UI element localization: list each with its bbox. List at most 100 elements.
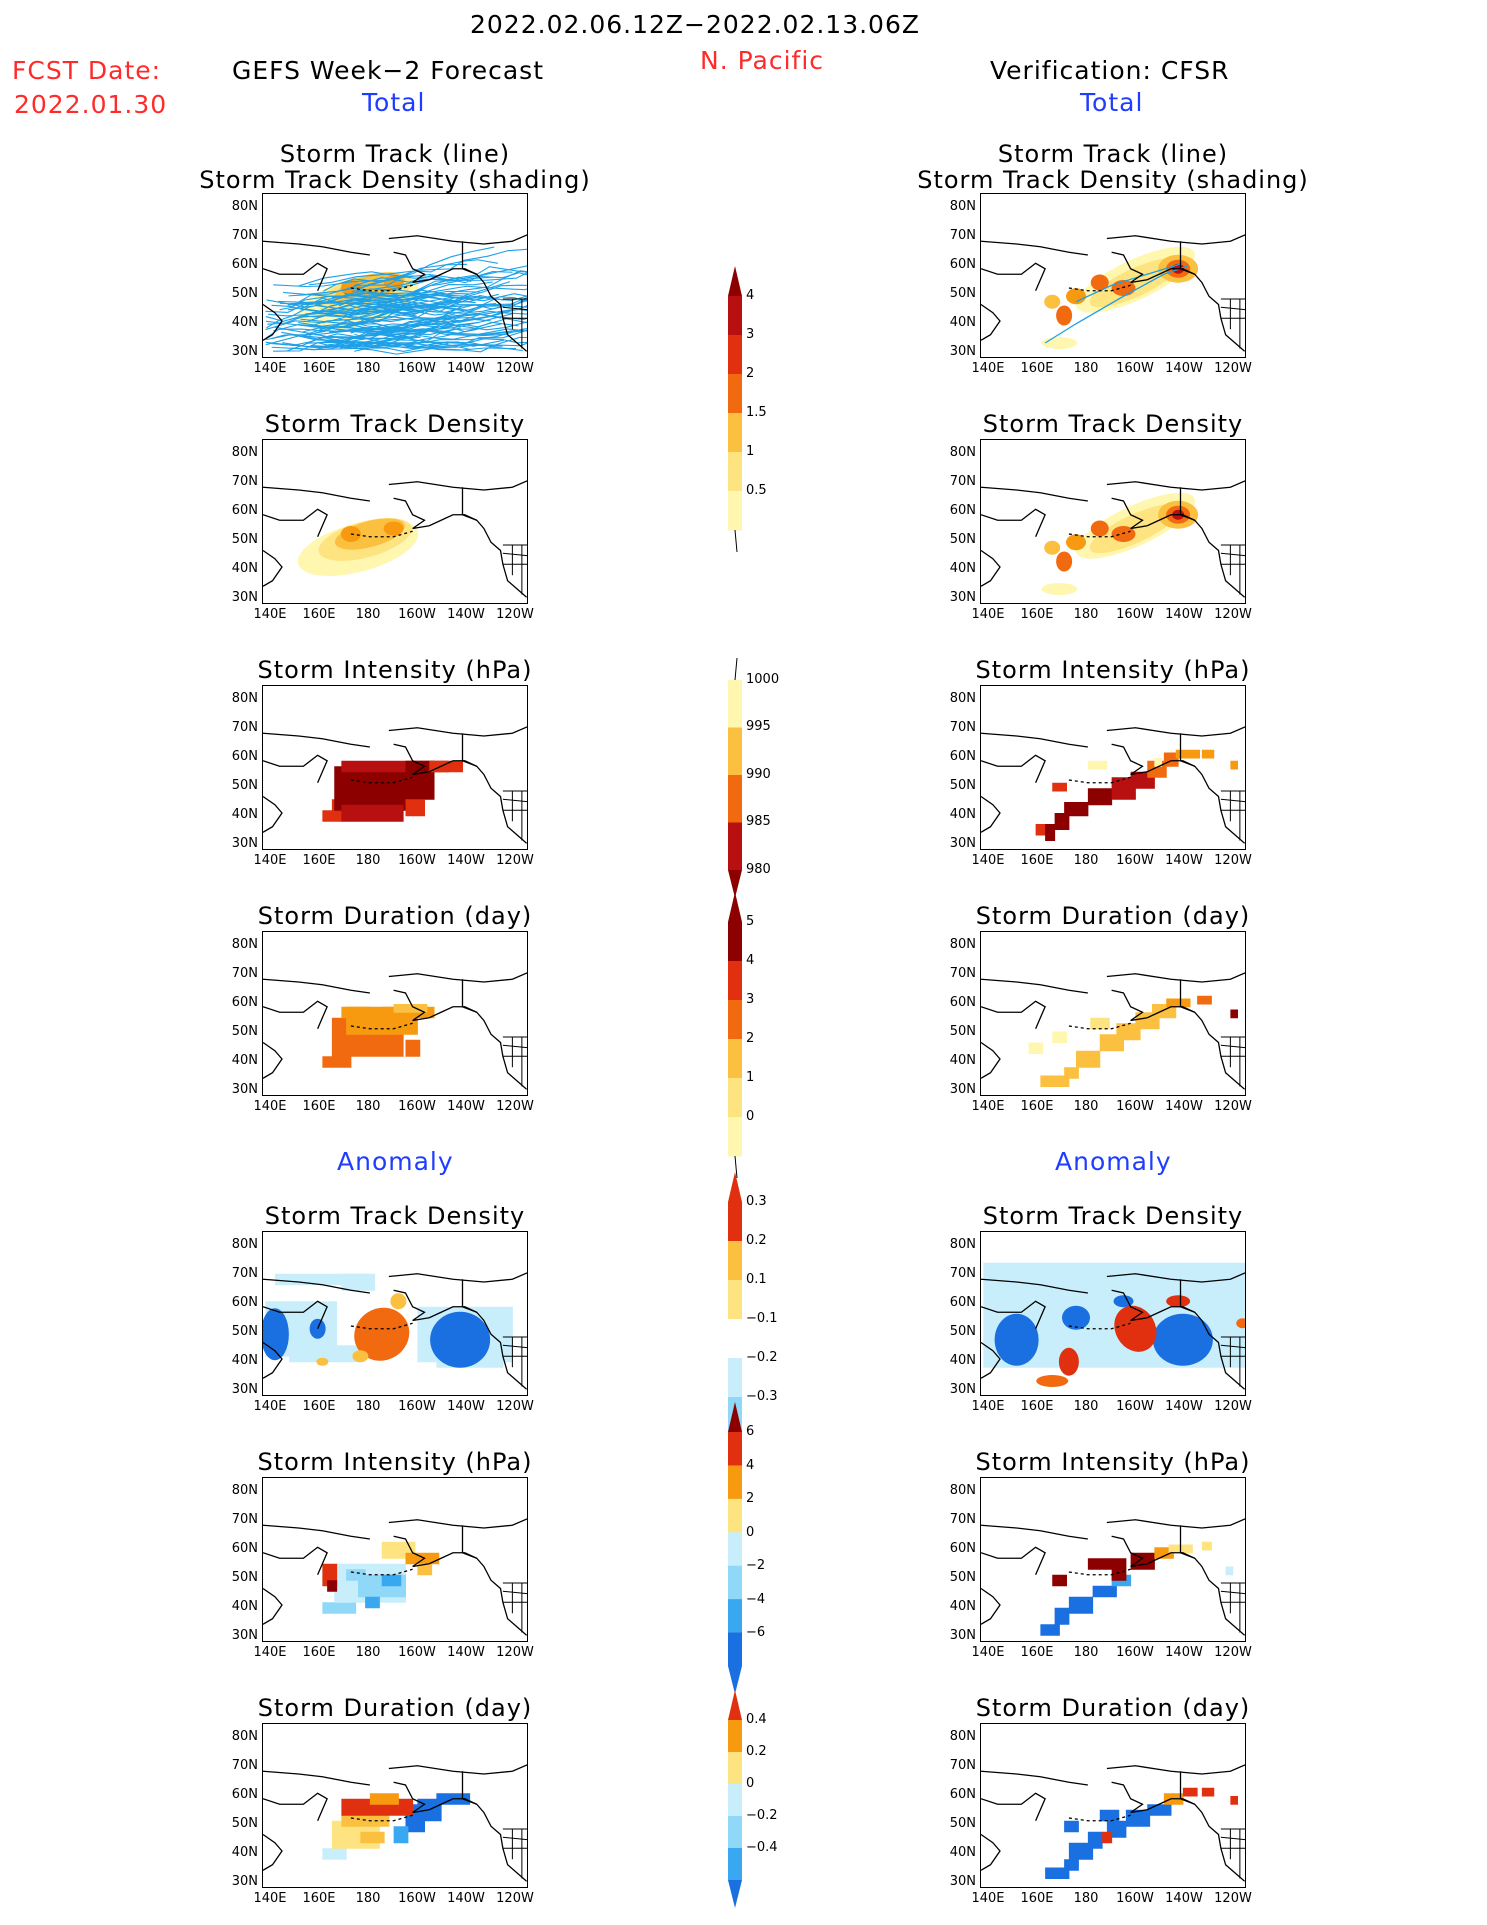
coastline	[263, 1518, 527, 1636]
lon-tick-label: 140W	[1165, 1891, 1203, 1906]
lat-tick-label: 30N	[949, 1628, 976, 1643]
lon-tick-label: 120W	[496, 853, 534, 868]
colorbar-label: 1.5	[746, 405, 767, 420]
right-column-title: Verification: CFSR	[990, 56, 1230, 85]
obs-track-title: Storm Track (line) Storm Track Density (s…	[853, 141, 1373, 193]
anom-obs-duration-title-line: Storm Duration (day)	[975, 1694, 1251, 1722]
anom-obs-density-title-line: Storm Track Density	[982, 1202, 1244, 1230]
lon-tick-label: 120W	[1214, 1099, 1252, 1114]
lon-tick-label: 160W	[1116, 361, 1154, 376]
lat-tick-label: 40N	[231, 1053, 258, 1068]
lon-tick-label: 140W	[1165, 1399, 1203, 1414]
lon-tick-label: 140E	[971, 1645, 1005, 1660]
lat-tick-label: 60N	[231, 1541, 258, 1556]
colorbar-label: 0.1	[746, 1272, 767, 1287]
anom-cool	[994, 1295, 1213, 1366]
lon-tick-label: 140W	[447, 1099, 485, 1114]
lat-tick-label: 40N	[949, 315, 976, 330]
left-anomaly-label: Anomaly	[337, 1147, 454, 1176]
fcst-intensity-title-line: Storm Intensity (hPa)	[257, 656, 533, 684]
colorbar-label: −0.3	[746, 1389, 778, 1404]
anom-obs-intensity-title: Storm Intensity (hPa)	[853, 1449, 1373, 1475]
lon-tick-label: 140W	[447, 361, 485, 376]
lon-tick-label: 160E	[1020, 1645, 1054, 1660]
lon-tick-label: 160E	[302, 1891, 336, 1906]
lat-tick-label: 50N	[949, 1324, 976, 1339]
lon-tick-label: 180	[1073, 1891, 1099, 1906]
anom-fcst-density-title-line: Storm Track Density	[264, 1202, 526, 1230]
lat-tick-label: 60N	[949, 1295, 976, 1310]
lat-tick-label: 30N	[949, 836, 976, 851]
lon-tick-label: 180	[1073, 607, 1099, 622]
lat-tick-label: 50N	[231, 778, 258, 793]
lat-tick-label: 50N	[231, 1024, 258, 1039]
lon-tick-label: 180	[355, 361, 381, 376]
coastline	[263, 972, 527, 1090]
lat-tick-label: 80N	[231, 937, 258, 952]
colorbar-intensity-total	[715, 650, 755, 904]
lat-tick-label: 30N	[231, 344, 258, 359]
lat-tick-label: 50N	[949, 778, 976, 793]
fcst-track-title-line: Storm Track (line)	[279, 140, 511, 168]
obs-intensity-map	[980, 685, 1246, 850]
lat-tick-label: 70N	[949, 228, 976, 243]
lon-tick-label: 180	[355, 1645, 381, 1660]
lat-tick-label: 30N	[231, 836, 258, 851]
coastline	[981, 972, 1245, 1090]
lon-tick-label: 120W	[496, 1891, 534, 1906]
lat-tick-label: 30N	[231, 1628, 258, 1643]
lon-tick-label: 180	[355, 853, 381, 868]
colorbar-label: −0.1	[746, 1311, 778, 1326]
lat-tick-label: 50N	[949, 1024, 976, 1039]
anom-warm	[1052, 1541, 1212, 1587]
lon-tick-label: 140W	[447, 1645, 485, 1660]
lat-tick-label: 50N	[231, 1570, 258, 1585]
lat-tick-label: 80N	[949, 691, 976, 706]
lon-tick-label: 160E	[302, 1645, 336, 1660]
anom-obs-duration-title: Storm Duration (day)	[853, 1695, 1373, 1721]
colorbar-density-anom	[715, 1172, 755, 1470]
lon-tick-label: 160W	[1116, 853, 1154, 868]
fcst-date-label: FCST Date:	[12, 56, 162, 85]
lon-tick-label: 180	[355, 607, 381, 622]
colorbar-label: 995	[746, 719, 771, 734]
storm-tracks	[1044, 262, 1188, 344]
anom-fcst-intensity-map	[262, 1477, 528, 1642]
fcst-density-title-line: Storm Track Density	[264, 410, 526, 438]
lon-tick-label: 140W	[1165, 607, 1203, 622]
lat-tick-label: 80N	[949, 1237, 976, 1252]
lat-tick-label: 80N	[949, 1483, 976, 1498]
obs-track-map	[980, 193, 1246, 358]
lat-tick-label: 80N	[231, 199, 258, 214]
lat-tick-label: 30N	[231, 590, 258, 605]
colorbar-label: −0.4	[746, 1840, 778, 1855]
right-anomaly-label: Anomaly	[1055, 1147, 1172, 1176]
colorbar-label: −2	[746, 1558, 766, 1574]
colorbar-label: −4	[746, 1591, 766, 1607]
anom-fcst-duration-title-line: Storm Duration (day)	[257, 1694, 533, 1722]
lat-tick-label: 40N	[949, 561, 976, 576]
period-title: 2022.02.06.12Z−2022.02.13.06Z	[470, 10, 920, 39]
lat-tick-label: 30N	[231, 1382, 258, 1397]
fcst-track-map	[262, 193, 528, 358]
lat-tick-label: 40N	[231, 1599, 258, 1614]
colorbar-label: 0.4	[746, 1712, 767, 1727]
colorbar-label: 1000	[746, 671, 780, 687]
lon-tick-label: 140E	[253, 1891, 287, 1906]
lon-tick-label: 120W	[496, 1399, 534, 1414]
lon-tick-label: 180	[1073, 361, 1099, 376]
anom-obs-duration-map	[980, 1723, 1246, 1888]
lon-tick-label: 160E	[302, 1399, 336, 1414]
anom-fcst-density-title: Storm Track Density	[135, 1203, 655, 1229]
anom-obs-intensity-map	[980, 1477, 1246, 1642]
lat-tick-label: 60N	[231, 749, 258, 764]
lat-tick-label: 30N	[231, 1082, 258, 1097]
colorbar-label: 0.2	[746, 1233, 767, 1248]
lat-tick-label: 40N	[949, 807, 976, 822]
lon-tick-label: 140E	[253, 607, 287, 622]
colorbar-label: 0.3	[746, 1194, 767, 1209]
colorbar-label: −6	[746, 1625, 766, 1640]
lon-tick-label: 160E	[1020, 361, 1054, 376]
colorbar-label: 990	[746, 766, 771, 782]
obs-density-title-line: Storm Track Density	[982, 410, 1244, 438]
